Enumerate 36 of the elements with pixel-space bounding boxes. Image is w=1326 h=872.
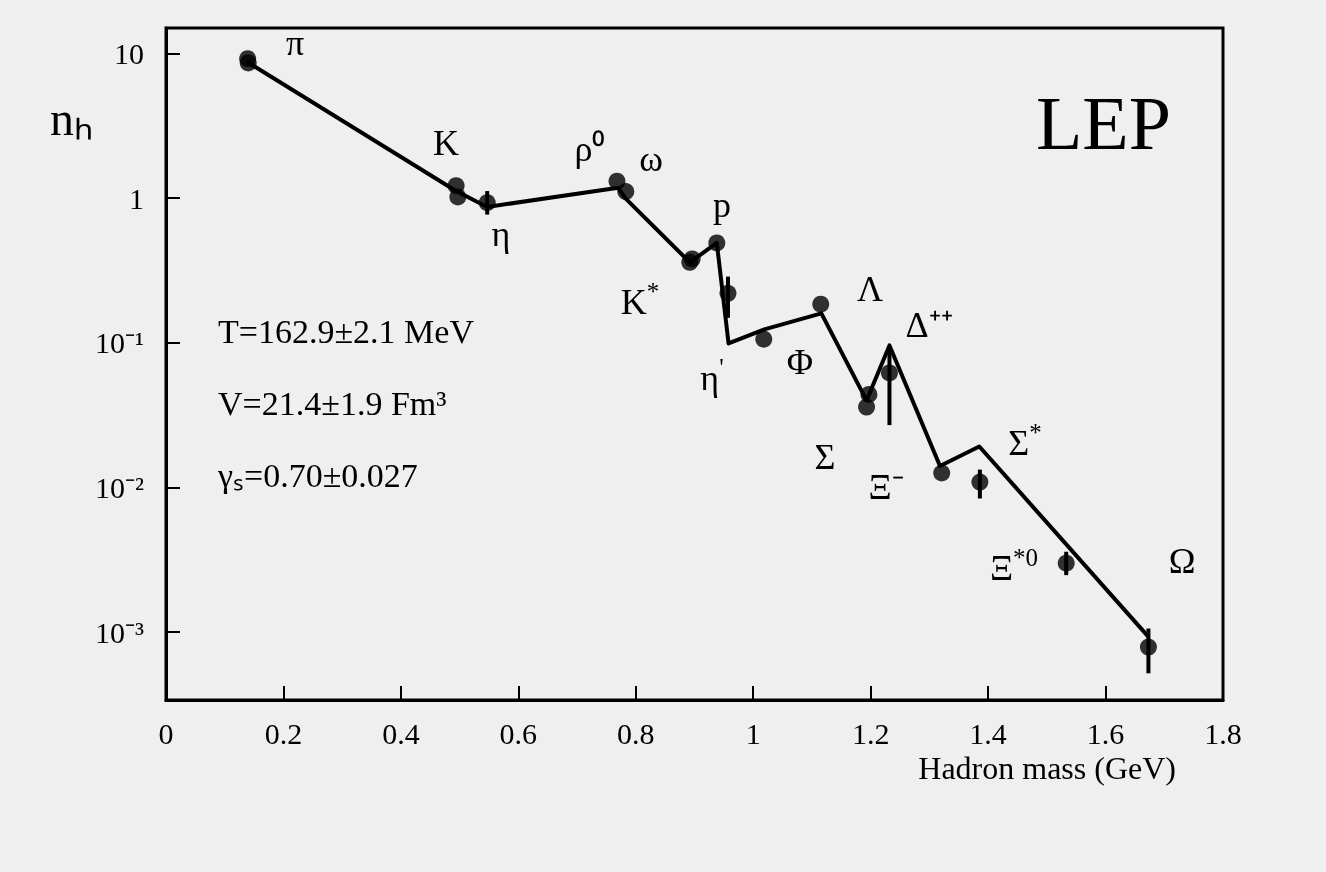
x-tick-label: 0.8 bbox=[617, 717, 655, 750]
annotation: ω bbox=[639, 139, 663, 179]
x-tick-label: 1.8 bbox=[1204, 717, 1242, 750]
x-tick-label: 1.6 bbox=[1086, 717, 1125, 750]
y-tick-label: 10 bbox=[114, 36, 144, 70]
y-tick-label: 10⁻³ bbox=[95, 615, 144, 649]
annotation: Σ* bbox=[1008, 418, 1042, 463]
x-tick-label: 0.2 bbox=[264, 717, 303, 750]
annotation: η' bbox=[700, 353, 724, 398]
annotation: Λ bbox=[856, 269, 884, 309]
annotation: ρ⁰ bbox=[574, 129, 606, 169]
annotation: T=162.9±2.1 MeV bbox=[218, 313, 475, 351]
x-tick-label: 0.4 bbox=[382, 717, 420, 750]
x-tick-label: 0 bbox=[158, 717, 174, 750]
annotation: Φ bbox=[786, 342, 814, 382]
x-tick-label: 1.2 bbox=[851, 717, 890, 750]
annotation: Σ bbox=[814, 437, 836, 477]
annotation: K bbox=[433, 123, 459, 163]
annotation: γₛ=0.70±0.027 bbox=[217, 457, 418, 495]
annotation: π bbox=[285, 23, 305, 63]
x-axis-title: Hadron mass (GeV) bbox=[918, 750, 1176, 786]
y-tick-label: 10⁻¹ bbox=[95, 326, 144, 360]
y-axis-title: nₕ bbox=[50, 92, 93, 146]
x-tick-label: 1.4 bbox=[969, 717, 1007, 750]
annotation: p bbox=[713, 185, 731, 225]
annotation: LEP bbox=[1035, 81, 1172, 165]
x-tick-label: 0.6 bbox=[499, 717, 538, 750]
annotation: Ω bbox=[1168, 541, 1196, 581]
annotation: V=21.4±1.9 Fm³ bbox=[218, 385, 447, 423]
annotation: Ξ⁻ bbox=[868, 467, 904, 507]
annotation: η bbox=[491, 214, 511, 254]
y-tick-label: 1 bbox=[129, 181, 144, 215]
annotation: K* bbox=[620, 277, 660, 322]
y-tick-label: 10⁻² bbox=[95, 471, 144, 505]
x-tick-label: 1 bbox=[745, 717, 761, 750]
annotation: Δ⁺⁺ bbox=[905, 305, 953, 345]
